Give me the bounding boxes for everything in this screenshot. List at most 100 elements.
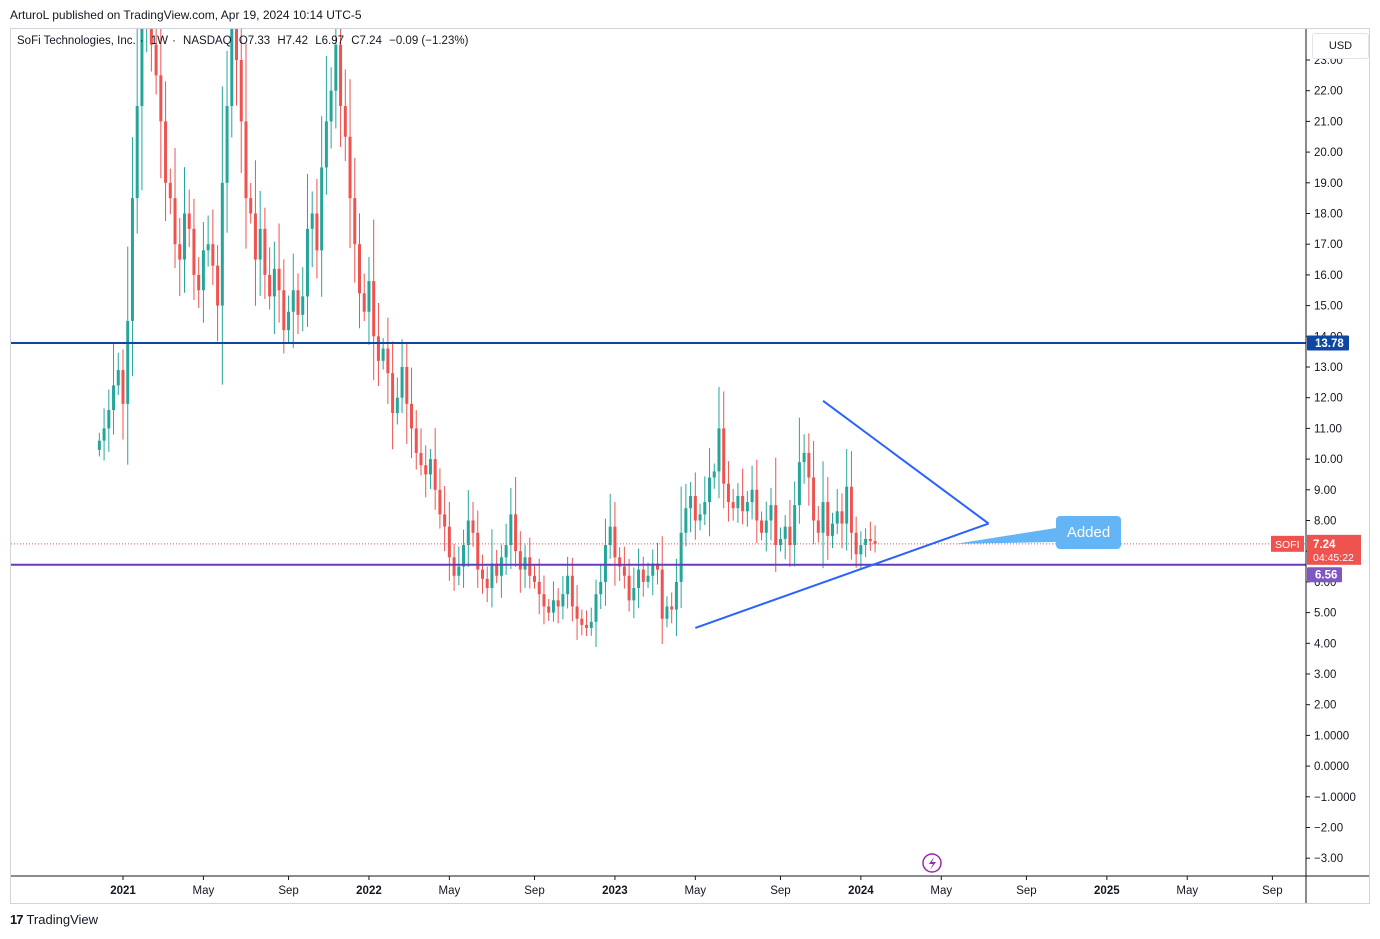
legend-exchange: NASDAQ xyxy=(183,35,232,47)
candle-up xyxy=(457,566,461,576)
y-tick-label: 8.00 xyxy=(1314,516,1336,528)
candle-up xyxy=(112,385,116,410)
candle-down xyxy=(542,594,546,607)
candle-down xyxy=(168,182,172,199)
footer-brand[interactable]: TradingView xyxy=(26,912,99,927)
events-icon[interactable] xyxy=(922,853,942,873)
candle-down xyxy=(173,198,177,245)
candle-down xyxy=(391,373,395,414)
candle-down xyxy=(722,428,726,484)
candle-down xyxy=(760,520,764,533)
candle-down xyxy=(348,136,352,199)
candle-down xyxy=(774,505,778,546)
x-tick-label: 2021 xyxy=(110,885,136,897)
y-tick-label: 18.00 xyxy=(1314,209,1343,221)
publish-line: ArturoL published on TradingView.com, Ap… xyxy=(10,8,362,22)
candle-up xyxy=(793,505,797,546)
candle-down xyxy=(485,578,489,589)
candle-up xyxy=(428,459,432,475)
candle-up xyxy=(665,606,669,619)
support-price-label-bg xyxy=(1307,567,1342,583)
candle-up xyxy=(320,167,324,251)
y-tick-label: −1.0000 xyxy=(1314,792,1356,804)
candle-up xyxy=(334,44,338,91)
candle-down xyxy=(585,624,589,628)
candle-up xyxy=(462,545,466,567)
candle-down xyxy=(480,569,484,579)
candle-up xyxy=(708,477,712,503)
candle-down xyxy=(187,213,191,229)
candle-up xyxy=(736,495,740,509)
candle-up xyxy=(797,462,801,506)
candle-down xyxy=(580,618,584,625)
candle-down xyxy=(197,274,201,291)
candle-down xyxy=(358,244,361,294)
x-tick-label: 2025 xyxy=(1094,885,1120,897)
triangle-lower-line xyxy=(694,522,989,629)
candle-down xyxy=(372,281,376,337)
candle-up xyxy=(674,581,678,610)
y-tick-label: 0.0000 xyxy=(1314,761,1349,773)
tradingview-logo-icon[interactable]: 17 xyxy=(10,912,24,927)
candle-down xyxy=(315,213,319,251)
candle-down xyxy=(216,265,220,306)
candle-up xyxy=(258,228,262,260)
y-tick-label: 1.0000 xyxy=(1314,730,1349,742)
candle-up xyxy=(201,250,205,291)
candle-down xyxy=(386,348,390,374)
candle-up xyxy=(845,486,849,524)
currency-button[interactable]: USD xyxy=(1312,33,1369,59)
candle-up xyxy=(305,228,309,297)
y-tick-label: 2.00 xyxy=(1314,700,1336,712)
x-tick-label: May xyxy=(1176,885,1198,897)
candle-down xyxy=(518,551,522,570)
legend-high: H7.42 xyxy=(277,35,309,47)
y-tick-label: 4.00 xyxy=(1314,638,1336,650)
legend-interval: 1W xyxy=(150,35,168,47)
resistance-price-label: 13.78 xyxy=(1315,338,1344,350)
candle-up xyxy=(589,621,593,628)
x-tick-label: 2024 xyxy=(848,885,874,897)
lightning-icon[interactable] xyxy=(929,857,936,870)
candle-down xyxy=(211,244,215,266)
candle-down xyxy=(755,489,759,521)
candle-up xyxy=(608,526,612,546)
candle-down xyxy=(618,557,622,567)
candle-up xyxy=(509,514,513,546)
candle-down xyxy=(253,213,257,260)
candle-down xyxy=(570,575,574,607)
y-tick-label: 5.00 xyxy=(1314,608,1336,620)
candle-down xyxy=(537,581,541,595)
candle-up xyxy=(182,213,186,260)
x-tick-label: Sep xyxy=(524,885,544,897)
candle-down xyxy=(627,575,631,601)
candle-down xyxy=(149,29,153,45)
candle-down xyxy=(528,557,532,576)
candle-down xyxy=(741,495,745,512)
candle-up xyxy=(220,182,224,306)
candle-up xyxy=(778,538,782,546)
candle-down xyxy=(235,29,239,60)
candle-up xyxy=(135,106,139,199)
candle-down xyxy=(296,290,300,315)
candle-up xyxy=(206,244,210,251)
plot-area[interactable]: Added xyxy=(0,0,1306,648)
candle-down xyxy=(788,526,792,546)
candle-up xyxy=(703,502,707,515)
symbol-legend: SoFi Technologies, Inc. · 1W · NASDAQ O7.3… xyxy=(17,35,472,47)
candle-up xyxy=(499,557,503,576)
candle-down xyxy=(514,514,518,552)
candle-up xyxy=(835,511,839,524)
candle-up xyxy=(750,489,754,503)
candle-up xyxy=(783,526,787,539)
y-tick-label: −2.00 xyxy=(1314,823,1343,835)
candle-down xyxy=(849,486,853,533)
candle-up xyxy=(603,545,607,582)
legend-symbol[interactable]: SoFi Technologies, Inc. xyxy=(17,35,136,47)
candle-down xyxy=(164,121,168,183)
callout-text: Added xyxy=(1067,524,1110,541)
candle-down xyxy=(452,557,456,576)
candle-down xyxy=(244,121,248,199)
candle-up xyxy=(504,545,508,558)
